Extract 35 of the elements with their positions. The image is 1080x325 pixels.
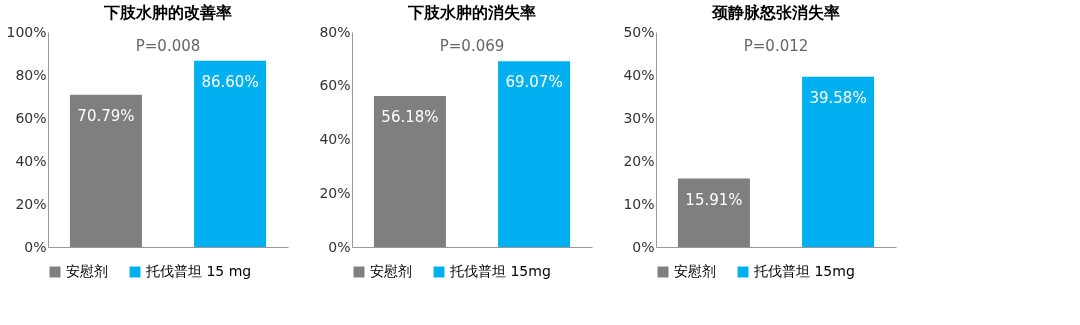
annotation: P=0.012 (743, 37, 809, 55)
y-tick-label: 0% (24, 238, 47, 255)
data-label: 69.07% (505, 73, 563, 92)
annotation: P=0.008 (135, 37, 201, 55)
chart-title: 下肢水肿的消失率 (407, 3, 536, 22)
legend-label: 托伐普坦 15mg (449, 263, 551, 279)
chart-title: 颈静脉怒张消失率 (711, 3, 840, 22)
y-tick-label: 40% (15, 152, 47, 169)
y-tick-label: 40% (319, 131, 351, 147)
legend-label: 托伐普坦 15mg (753, 263, 855, 279)
data-label: 56.18% (381, 108, 439, 127)
legend-label: 安慰剂 (66, 263, 108, 279)
y-tick-label: 20% (319, 184, 351, 201)
y-tick-label: 0% (632, 238, 655, 255)
y-tick-label: 80% (15, 66, 47, 83)
legend-label: 安慰剂 (370, 263, 412, 279)
chart-title: 下肢水肿的改善率 (103, 3, 232, 22)
y-tick-label: 50% (623, 23, 655, 40)
data-label: 15.91% (685, 190, 743, 209)
y-tick-label: 100% (6, 23, 47, 40)
y-tick-label: 40% (623, 66, 655, 83)
data-label: 86.60% (201, 72, 259, 91)
y-tick-label: 20% (15, 195, 47, 212)
y-tick-label: 0% (328, 238, 351, 255)
data-label: 70.79% (77, 106, 135, 125)
y-tick-label: 60% (15, 109, 47, 126)
y-tick-label: 20% (623, 152, 655, 169)
y-tick-label: 10% (623, 195, 655, 212)
y-tick-label: 30% (623, 109, 655, 126)
y-tick-label: 80% (319, 23, 351, 40)
y-tick-label: 60% (319, 77, 351, 94)
legend-label: 安慰剂 (674, 263, 716, 279)
annotation: P=0.069 (439, 37, 505, 55)
legend-label: 托伐普坦 15 mg (145, 263, 252, 279)
data-label: 39.58% (809, 88, 867, 107)
